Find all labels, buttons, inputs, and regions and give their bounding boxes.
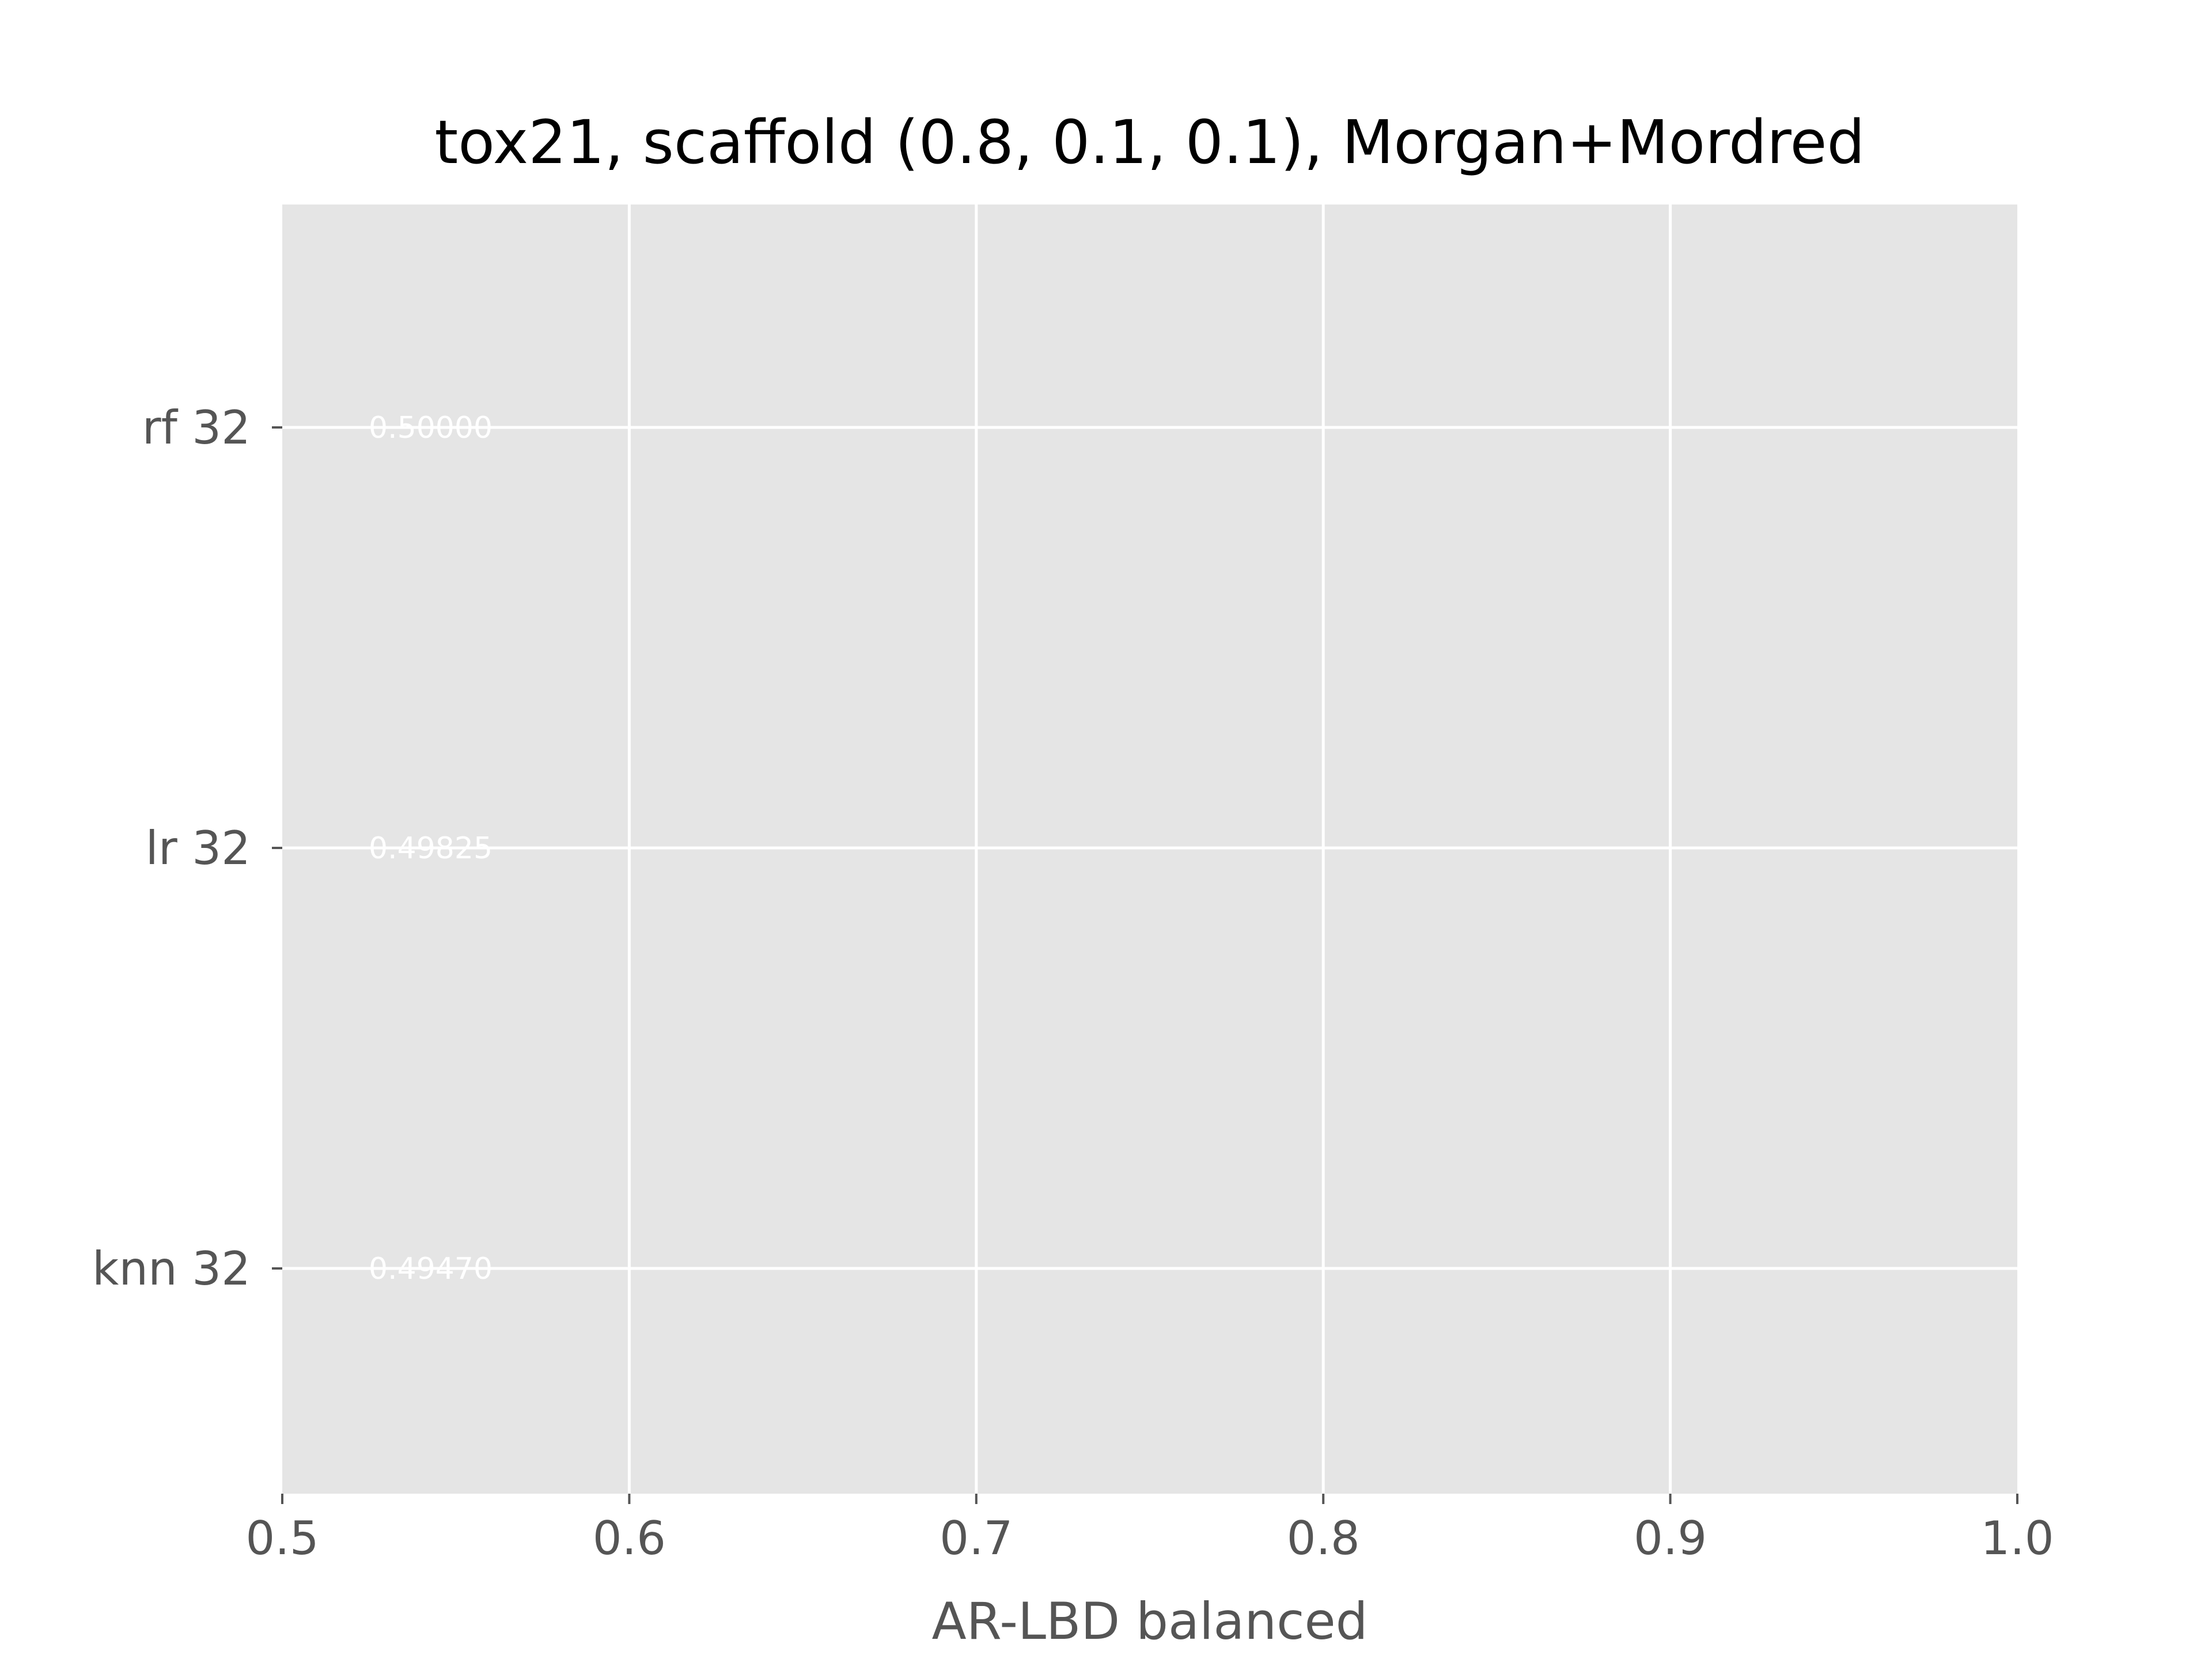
bar-value-label: 0.50000: [369, 411, 493, 445]
x-tick-label: 0.6: [593, 1512, 666, 1565]
y-tick-label: rf 32: [142, 401, 251, 454]
x-tick-label: 0.9: [1634, 1512, 1707, 1565]
x-tick-label: 0.8: [1287, 1512, 1360, 1565]
y-tick-label: knn 32: [92, 1242, 251, 1296]
bar-value-label: 0.49470: [369, 1252, 493, 1286]
y-tick-label: lr 32: [146, 821, 251, 875]
x-axis-label: AR-LBD balanced: [932, 1592, 1368, 1651]
data-labels: 0.50000 0.49825 0.49470: [369, 411, 493, 1286]
chart-title: tox21, scaffold (0.8, 0.1, 0.1), Morgan+…: [434, 107, 1865, 177]
x-axis: 0.5 0.6 0.7 0.8 0.9 1.0: [245, 1494, 2054, 1565]
grid-lines: [282, 204, 2017, 1494]
x-tick-label: 0.7: [940, 1512, 1013, 1565]
y-axis: rf 32 lr 32 knn 32: [92, 401, 282, 1296]
bar-value-label: 0.49825: [369, 831, 493, 866]
x-tick-label: 0.5: [245, 1512, 319, 1565]
x-tick-label: 1.0: [1980, 1512, 2054, 1565]
